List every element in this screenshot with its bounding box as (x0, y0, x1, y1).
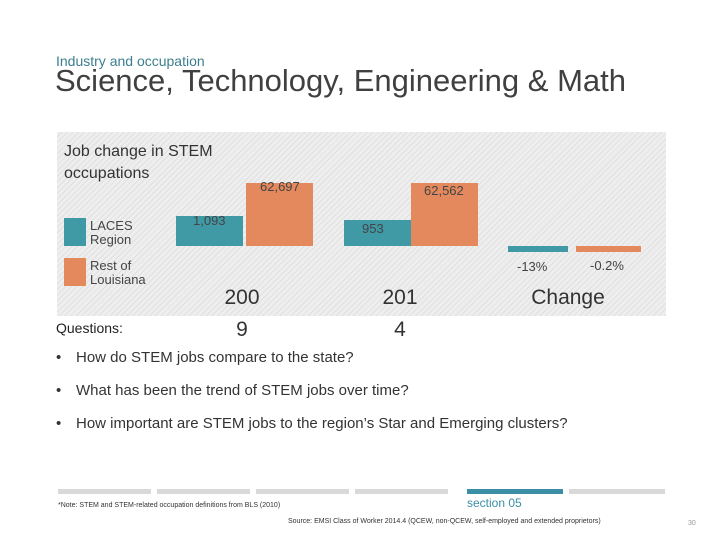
bullet-icon: • (56, 349, 62, 366)
section-link[interactable]: section 05 (467, 496, 522, 510)
questions-label: Questions: (56, 320, 123, 336)
slide-title: Science, Technology, Engineering & Math (55, 63, 626, 98)
footer-divider (355, 489, 448, 494)
legend-label-rest: Rest of Louisiana (90, 258, 146, 287)
page-number: 30 (688, 520, 696, 527)
question-item: • How important are STEM jobs to the regi… (56, 414, 576, 433)
slide-subtitle: Industry and occupation (56, 53, 205, 69)
bar-laces-2009 (176, 216, 243, 246)
legend-swatch-rest (64, 258, 86, 286)
question-text: How do STEM jobs compare to the state? (76, 349, 354, 366)
bar-label-laces-change: -13% (517, 259, 548, 274)
chart-title: Job change in STEM occupations (64, 143, 213, 182)
bar-label-laces-2009: 1,093 (193, 213, 226, 228)
x-axis-label-2014: 201 4 (382, 286, 418, 341)
bar-label-rest-2014: 62,562 (424, 183, 464, 198)
footer-divider (256, 489, 349, 494)
bar-label-rest-2009: 62,697 (260, 179, 300, 194)
footer-divider (157, 489, 250, 494)
legend-swatch-laces (64, 218, 86, 246)
footnote: *Note: STEM and STEM-related occupation … (58, 502, 281, 509)
bar-label-rest-change: -0.2% (590, 258, 624, 273)
footer-divider (569, 489, 665, 494)
source-note: Source: EMSI Class of Worker 2014.4 (QCE… (288, 518, 601, 525)
question-text: How important are STEM jobs to the regio… (76, 415, 568, 432)
question-text: What has been the trend of STEM jobs ove… (76, 382, 409, 399)
bullet-icon: • (56, 415, 62, 432)
bar-rest-2014 (411, 183, 478, 246)
footer-divider-active (467, 489, 563, 494)
bar-laces-2014 (344, 219, 411, 246)
x-axis-label-change: Change (531, 286, 605, 309)
question-item: • How do STEM jobs compare to the state? (56, 348, 576, 367)
question-item: • What has been the trend of STEM jobs ov… (56, 381, 576, 400)
footer-divider (58, 489, 151, 494)
x-axis-label-2009: 200 9 (224, 286, 260, 341)
bar-rest-change (576, 246, 641, 252)
bar-laces-change (508, 246, 568, 252)
questions-list: • How do STEM jobs compare to the state? … (56, 348, 576, 447)
legend-label-laces: LACES Region (90, 218, 133, 247)
bar-rest-2009 (246, 183, 313, 246)
bar-label-laces-2014: 953 (362, 221, 384, 236)
bullet-icon: • (56, 382, 62, 399)
